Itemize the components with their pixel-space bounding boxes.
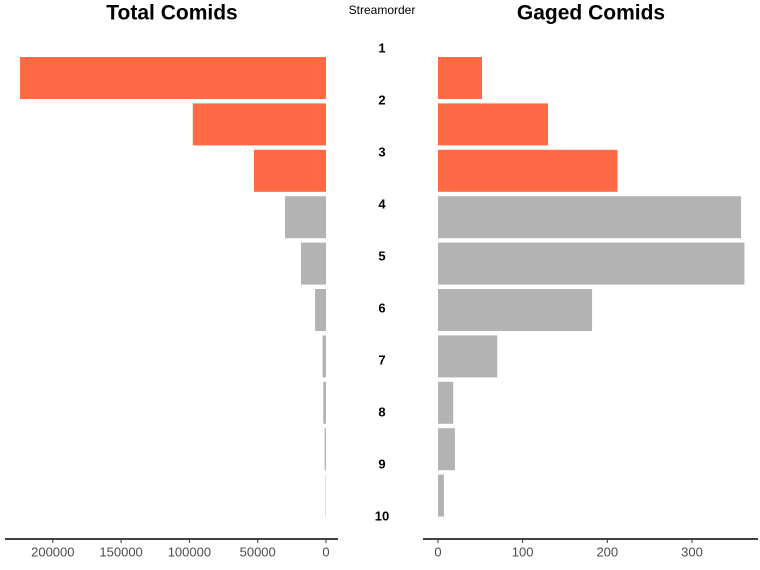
bar <box>438 243 744 285</box>
x-tick-label: 200 <box>596 544 618 559</box>
category-axis-title: Streamorder <box>349 3 416 17</box>
category-label: 9 <box>378 456 385 471</box>
category-label: 8 <box>378 404 385 419</box>
bar <box>438 150 617 192</box>
category-label: 10 <box>375 508 389 523</box>
x-tick-label: 0 <box>322 544 329 559</box>
bar <box>438 57 482 99</box>
bar <box>315 289 326 331</box>
x-tick-label: 100 <box>512 544 534 559</box>
bar <box>438 103 548 145</box>
category-label: 4 <box>378 196 386 211</box>
x-tick-label: 300 <box>681 544 703 559</box>
bar <box>438 475 444 517</box>
x-tick-label: 150000 <box>99 544 142 559</box>
bar <box>301 243 326 285</box>
bar <box>325 428 326 470</box>
bar <box>323 335 326 377</box>
bar <box>20 57 326 99</box>
bar <box>254 150 326 192</box>
x-tick-label: 0 <box>434 544 441 559</box>
x-tick-label: 200000 <box>31 544 74 559</box>
category-label: 1 <box>378 40 385 55</box>
category-label: 6 <box>378 300 385 315</box>
bar <box>323 382 326 424</box>
category-label: 2 <box>378 92 385 107</box>
bar <box>438 428 455 470</box>
bar <box>438 335 497 377</box>
bar <box>438 382 453 424</box>
category-label: 3 <box>378 144 385 159</box>
chart-title: Gaged Comids <box>517 2 665 25</box>
category-label: 7 <box>378 352 385 367</box>
chart-title: Total Comids <box>106 2 237 25</box>
x-tick-label: 100000 <box>168 544 211 559</box>
bar <box>285 196 326 238</box>
bar <box>193 103 326 145</box>
bar <box>438 196 741 238</box>
x-tick-label: 50000 <box>240 544 276 559</box>
category-label: 5 <box>378 248 385 263</box>
bar <box>438 289 592 331</box>
